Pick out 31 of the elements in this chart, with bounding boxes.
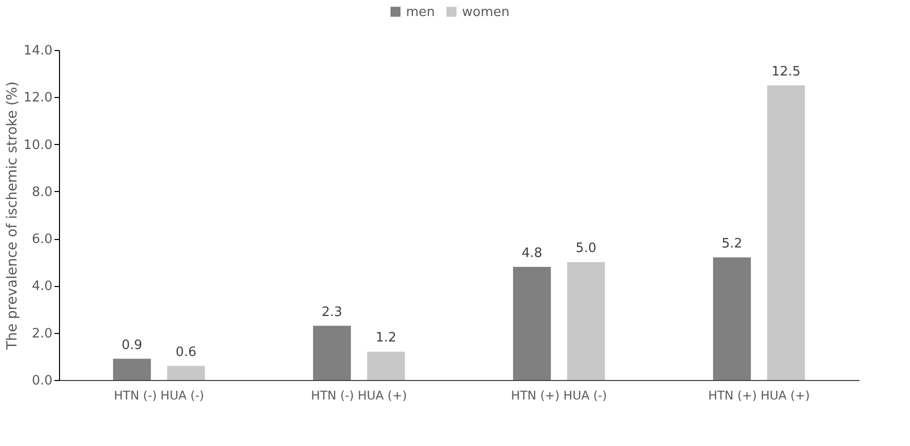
data-label: 1.2 <box>376 330 396 346</box>
x-tick-label: HTN (-) HUA (+) <box>311 388 407 402</box>
data-label: 0.6 <box>176 344 196 360</box>
bar <box>113 358 151 380</box>
bar <box>567 262 605 380</box>
y-tick-label: 8.0 <box>32 184 52 200</box>
bar <box>313 326 351 380</box>
y-tick-label: 2.0 <box>32 326 52 342</box>
bar <box>713 257 751 380</box>
data-label: 2.3 <box>322 304 342 320</box>
data-label: 5.0 <box>576 241 596 256</box>
x-tick-label: HTN (+) HUA (+) <box>708 388 810 402</box>
bar <box>767 85 805 380</box>
bar <box>167 366 205 380</box>
data-label: 5.2 <box>722 236 742 252</box>
y-tick-label: 6.0 <box>32 232 52 248</box>
x-tick-label: HTN (+) HUA (-) <box>511 388 607 402</box>
legend-label: men <box>406 4 435 20</box>
data-label: 0.9 <box>122 338 142 353</box>
y-tick-label: 0.0 <box>32 374 52 388</box>
y-tick-label: 14.0 <box>24 44 52 58</box>
y-tick-label: 4.0 <box>32 279 52 294</box>
y-tick-label: 10.0 <box>24 138 52 153</box>
data-label: 12.5 <box>772 64 801 80</box>
legend-label: women <box>462 4 510 20</box>
x-tick-label: HTN (-) HUA (-) <box>114 388 204 402</box>
y-axis-title: The prevalence of ischemic stroke (%) <box>4 81 21 351</box>
bar <box>367 352 405 380</box>
data-label: 4.8 <box>522 246 542 261</box>
bar <box>513 266 551 380</box>
y-tick-label: 12.0 <box>24 90 52 106</box>
